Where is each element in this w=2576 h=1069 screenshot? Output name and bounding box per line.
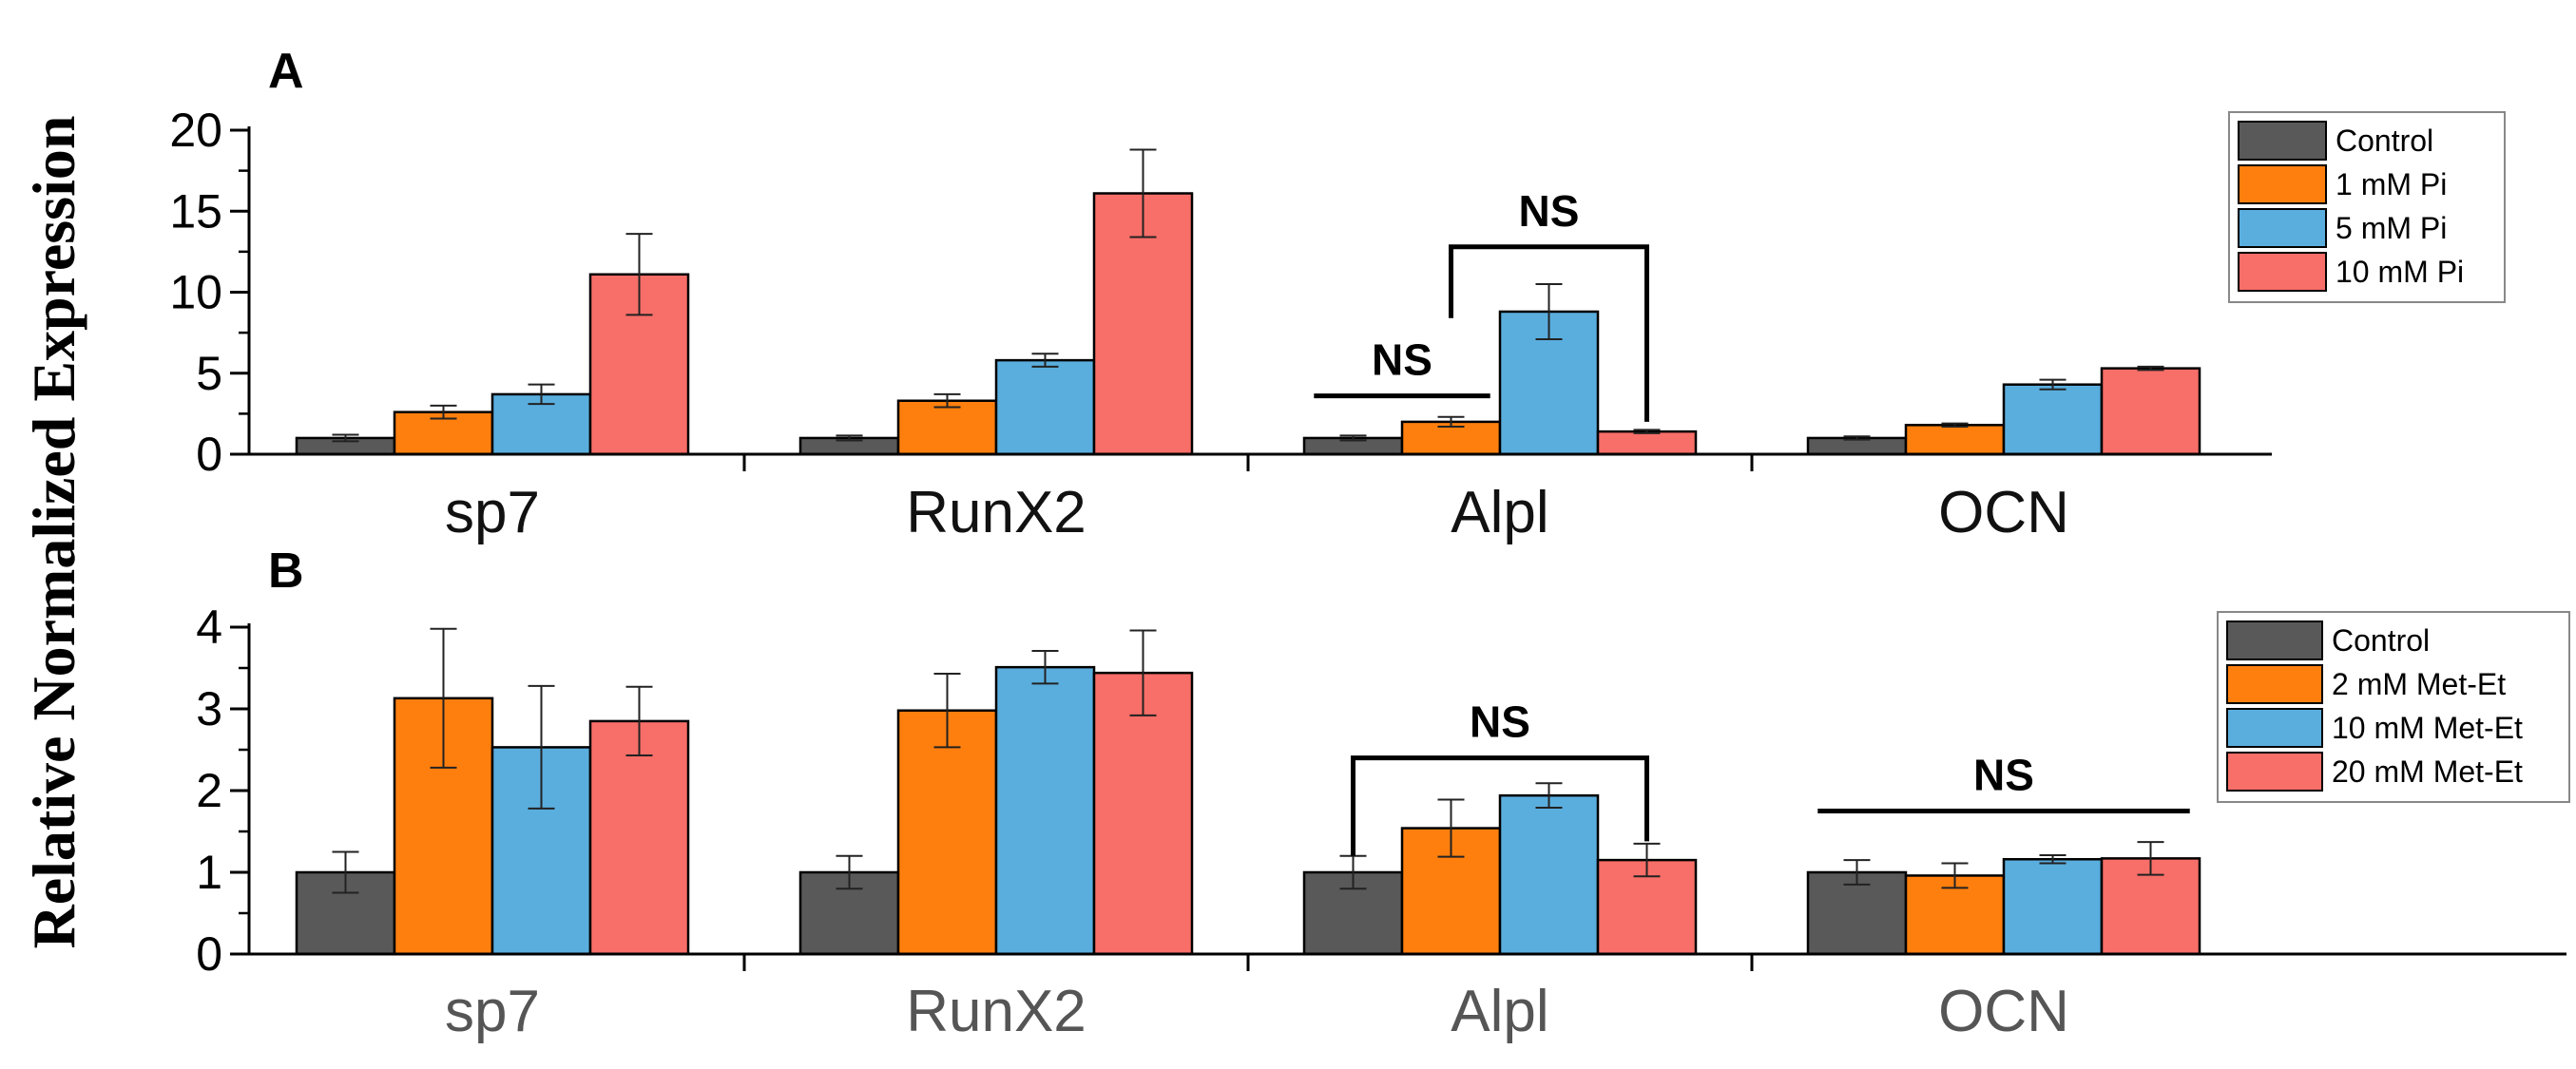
bar: [1904, 424, 2006, 456]
legend-label: 2 mM Met-Et: [2332, 667, 2506, 701]
legend-label: 10 mM Pi: [2336, 255, 2464, 289]
bar: [1596, 430, 1698, 456]
y-tick-label: 3: [196, 682, 222, 735]
category-label: Alpl: [1451, 979, 1548, 1044]
category-label: Alpl: [1451, 480, 1548, 545]
y-axis-label: Relative Normalized Expression: [20, 116, 87, 949]
bar: [896, 399, 998, 456]
bar: [2002, 857, 2104, 956]
y-tick-label: 5: [196, 347, 222, 400]
bar: [588, 719, 690, 956]
y-tick-label: 10: [169, 266, 222, 319]
category-label: RunX2: [906, 979, 1086, 1044]
bar: [1092, 671, 1194, 956]
bar: [1498, 793, 1600, 956]
bar: [2002, 383, 2104, 456]
bar: [994, 665, 1096, 956]
legend-swatch: [2238, 121, 2327, 161]
category-label: OCN: [1938, 480, 2069, 545]
legend-label: 20 mM Met-Et: [2332, 754, 2523, 789]
ns-label: NS: [1973, 751, 2034, 800]
legend-label: Control: [2336, 124, 2433, 158]
y-tick-label: 1: [196, 846, 222, 899]
panel-b: B 0 1 2 3 4 sp7 RunX2 Alpl OCN NS NS Control 2 mM Met…: [196, 544, 2570, 1044]
y-tick-label: 0: [196, 927, 222, 981]
y-tick-label: 20: [169, 104, 222, 157]
legend-label: 1 mM Pi: [2336, 167, 2447, 201]
y-tick-label: 0: [196, 428, 222, 481]
bar: [896, 709, 998, 956]
legend-swatch: [2238, 252, 2327, 292]
y-tick-label: 2: [196, 764, 222, 817]
legend-swatch: [2238, 164, 2327, 204]
ns-label: NS: [1372, 335, 1432, 385]
ns-label: NS: [1470, 697, 1530, 747]
bar: [994, 358, 1096, 456]
legend-swatch: [2226, 664, 2323, 704]
legend-label: 10 mM Met-Et: [2332, 711, 2523, 745]
ns-bracket: [1351, 755, 1649, 856]
ns-bracket: [1449, 244, 1649, 422]
legend-label: 5 mM Pi: [2336, 211, 2447, 245]
panel-letter: A: [268, 44, 304, 99]
panel-a: A 0 5 10 15 20 sp7 RunX2 Alpl OCN NS NS Control 1 mM …: [169, 44, 2506, 545]
bar: [2100, 367, 2201, 456]
legend-swatch: [2226, 752, 2323, 792]
category-label: OCN: [1938, 979, 2069, 1044]
category-label: sp7: [445, 480, 540, 545]
legend-swatch: [2226, 708, 2323, 748]
legend-label: Control: [2332, 623, 2430, 658]
ns-label: NS: [1519, 186, 1580, 236]
y-tick-label: 15: [169, 184, 222, 238]
legend-swatch: [2226, 620, 2323, 660]
category-label: RunX2: [906, 480, 1086, 545]
legend-swatch: [2238, 208, 2327, 248]
category-label: sp7: [445, 979, 540, 1044]
y-tick-label: 4: [196, 601, 222, 654]
panel-letter: B: [268, 544, 304, 599]
